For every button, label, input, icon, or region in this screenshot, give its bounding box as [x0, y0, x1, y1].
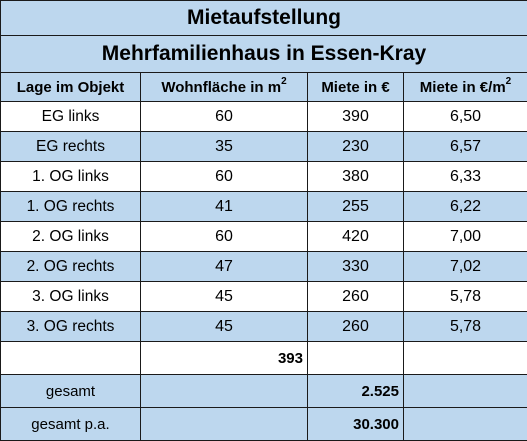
cell-lage: EG links: [1, 102, 141, 132]
cell-flaeche: 45: [141, 312, 308, 342]
header-miete-qm-sup: 2: [506, 76, 512, 87]
table-row: EG rechts 35 230 6,57: [1, 132, 527, 162]
header-miete: Miete in €: [308, 73, 404, 102]
empty-cell: [141, 408, 308, 441]
cell-qm: 7,00: [404, 222, 527, 252]
flaeche-sum-row: 393: [1, 342, 527, 375]
cell-lage: 3. OG links: [1, 282, 141, 312]
cell-flaeche: 45: [141, 282, 308, 312]
header-wohnflaeche: Wohnfläche in m2: [141, 73, 308, 102]
header-miete-qm-label: Miete in €/m: [420, 79, 506, 96]
cell-qm: 6,22: [404, 192, 527, 222]
cell-lage: 3. OG rechts: [1, 312, 141, 342]
flaeche-sum: 393: [141, 342, 308, 375]
table-row: 2. OG rechts 47 330 7,02: [1, 252, 527, 282]
cell-flaeche: 60: [141, 222, 308, 252]
cell-miete: 230: [308, 132, 404, 162]
table-row: EG links 60 390 6,50: [1, 102, 527, 132]
empty-cell: [1, 342, 141, 375]
cell-qm: 6,50: [404, 102, 527, 132]
table-title: Mietaufstellung: [1, 1, 527, 36]
table-row: 1. OG links 60 380 6,33: [1, 162, 527, 192]
empty-cell: [404, 408, 527, 441]
gesamt-label: gesamt: [1, 375, 141, 408]
cell-lage: 2. OG links: [1, 222, 141, 252]
cell-qm: 6,57: [404, 132, 527, 162]
cell-qm: 6,33: [404, 162, 527, 192]
cell-miete: 260: [308, 282, 404, 312]
cell-flaeche: 41: [141, 192, 308, 222]
cell-flaeche: 60: [141, 162, 308, 192]
header-wohnflaeche-label: Wohnfläche in m: [161, 79, 281, 96]
header-lage: Lage im Objekt: [1, 73, 141, 102]
cell-flaeche: 60: [141, 102, 308, 132]
cell-miete: 390: [308, 102, 404, 132]
empty-cell: [141, 375, 308, 408]
cell-miete: 255: [308, 192, 404, 222]
cell-flaeche: 35: [141, 132, 308, 162]
table-row: 1. OG rechts 41 255 6,22: [1, 192, 527, 222]
table-row: 3. OG links 45 260 5,78: [1, 282, 527, 312]
header-wohnflaeche-sup: 2: [281, 76, 287, 87]
gesamt-value: 2.525: [308, 375, 404, 408]
cell-qm: 7,02: [404, 252, 527, 282]
gesamt-pa-value: 30.300: [308, 408, 404, 441]
table-row: 3. OG rechts 45 260 5,78: [1, 312, 527, 342]
cell-qm: 5,78: [404, 312, 527, 342]
empty-cell: [404, 342, 527, 375]
empty-cell: [404, 375, 527, 408]
header-miete-qm: Miete in €/m2: [404, 73, 527, 102]
cell-miete: 260: [308, 312, 404, 342]
gesamt-pa-row: gesamt p.a. 30.300: [1, 408, 527, 441]
gesamt-pa-label: gesamt p.a.: [1, 408, 141, 441]
cell-lage: 1. OG links: [1, 162, 141, 192]
cell-lage: 1. OG rechts: [1, 192, 141, 222]
cell-miete: 380: [308, 162, 404, 192]
cell-miete: 330: [308, 252, 404, 282]
cell-lage: 2. OG rechts: [1, 252, 141, 282]
table-row: 2. OG links 60 420 7,00: [1, 222, 527, 252]
cell-lage: EG rechts: [1, 132, 141, 162]
cell-flaeche: 47: [141, 252, 308, 282]
table-subtitle: Mehrfamilienhaus in Essen-Kray: [1, 36, 527, 73]
cell-qm: 5,78: [404, 282, 527, 312]
cell-miete: 420: [308, 222, 404, 252]
empty-cell: [308, 342, 404, 375]
header-row: Lage im Objekt Wohnfläche in m2 Miete in…: [1, 73, 527, 102]
gesamt-row: gesamt 2.525: [1, 375, 527, 408]
